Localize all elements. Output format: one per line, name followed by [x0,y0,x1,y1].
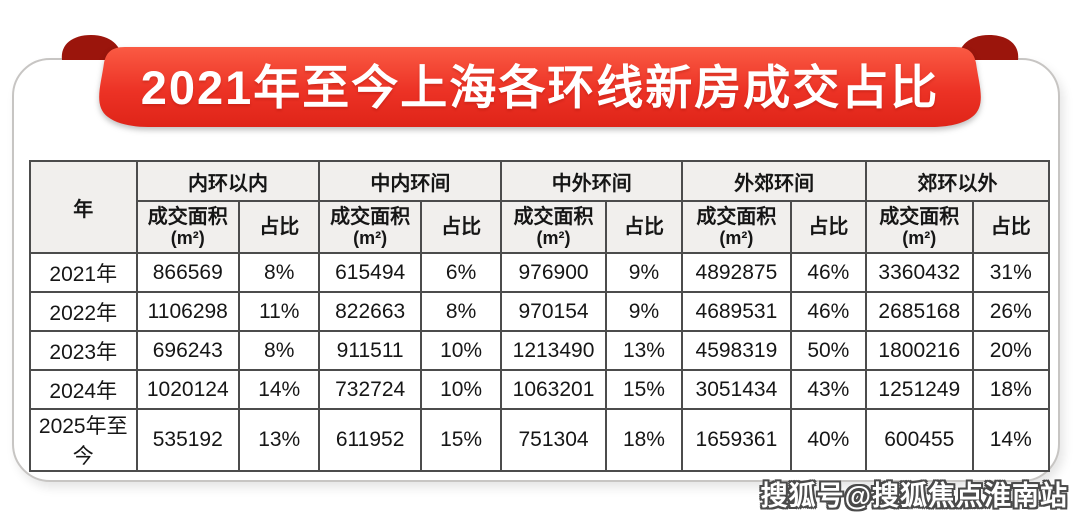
area-unit-label: (m²) [902,228,937,249]
table-cell: 15% [419,408,503,472]
table-cell: 1106298 [135,291,241,332]
table-cell: 40% [789,408,868,472]
table-cell: 1213490 [500,330,607,371]
year-cell: 2021年 [29,252,138,293]
page-title: 2021年至今上海各环线新房成交占比 [140,61,940,114]
table-cell: 866569 [135,252,241,293]
table-cell: 8% [238,252,321,293]
ratio-subheader: 占比 [971,200,1051,254]
table-cell: 43% [789,369,868,410]
area-subheader: 成交面积 (m²) [135,200,241,254]
table-cell: 615494 [318,252,422,293]
area-unit-label: (m²) [719,228,754,249]
area-subheader: 成交面积 (m²) [681,200,792,254]
table-cell: 3360432 [865,252,974,293]
table-cell: 1020124 [135,369,241,410]
table-cell: 3051434 [681,369,792,410]
area-unit-label: (m²) [170,228,205,249]
table-cell: 50% [789,330,868,371]
table-cell: 8% [419,291,503,332]
table-cell: 696243 [135,330,241,371]
table-cell: 6% [419,252,503,293]
highlighted-ratio-cell: 9% [604,291,684,332]
ribbon-band [99,47,981,127]
area-unit-label: (m²) [353,228,388,249]
group-header-beyond-suburban-ring: 郊环以外 [865,160,1050,202]
area-subheader: 成交面积 (m²) [318,200,422,254]
year-cell: 2023年 [29,330,138,371]
table-cell: 10% [419,369,503,410]
ribbon-graphic [61,35,1019,127]
table-cell: 970154 [500,291,607,332]
table-row-2023: 2023年 696243 8% 911511 10% 1213490 13% 4… [29,330,1051,371]
table-row-2025: 2025年至今 535192 13% 611952 15% 751304 18%… [29,408,1051,472]
highlighted-ratio-cell: 9% [604,252,684,293]
area-subheader: 成交面积 (m²) [865,200,974,254]
area-subheader: 成交面积 (m²) [500,200,607,254]
table-cell: 600455 [865,408,974,472]
year-cell: 2024年 [29,369,138,410]
table-subheader-row: 成交面积 (m²) 占比 成交面积 (m²) 占比 成交面积 (m²) 占比 成交面积… [30,200,1051,254]
table-cell: 751304 [500,408,607,472]
group-header-middle-inner-ring: 中内环间 [318,160,503,202]
table-cell: 1800216 [865,330,974,371]
table-row-2021: 2021年 866569 8% 615494 6% 976900 9% 4892… [29,252,1051,293]
table-cell: 11% [238,291,321,332]
table-cell: 14% [238,369,321,410]
year-cell: 2025年至今 [29,408,138,472]
table-cell: 2685168 [865,291,974,332]
table-cell: 46% [789,291,868,332]
ratio-subheader: 占比 [419,200,503,254]
table-header-group-row: 年 内环以内 中内环间 中外环间 外郊环间 郊环以外 [29,160,1050,254]
group-header-inner-ring: 内环以内 [135,160,321,202]
table-row-2022: 2022年 1106298 11% 822663 8% 970154 9% 46… [29,291,1051,332]
table-cell: 14% [971,408,1051,472]
table-cell: 4598319 [681,330,792,371]
table-cell: 4892875 [681,252,792,293]
table-cell: 911511 [318,330,422,371]
year-cell: 2022年 [29,291,138,332]
table-cell: 1063201 [500,369,607,410]
sohu-watermark: 搜狐号@搜狐焦点淮南站 [760,481,1068,511]
highlighted-ratio-cell: 18% [604,408,684,472]
table-cell: 822663 [318,291,422,332]
ratio-subheader: 占比 [789,200,868,254]
table-cell: 13% [238,408,321,472]
table-cell: 535192 [135,408,241,472]
table-cell: 10% [419,330,503,371]
year-column-header: 年 [29,160,138,254]
ratio-subheader: 占比 [604,200,684,254]
table-cell: 26% [971,291,1051,332]
table-row-2024: 2024年 1020124 14% 732724 10% 1063201 15%… [29,369,1051,410]
title-ribbon: 2021年至今上海各环线新房成交占比 [0,0,1080,150]
highlighted-ratio-cell: 15% [604,369,684,410]
transactions-table: 年 内环以内 中内环间 中外环间 外郊环间 郊环以外 成交面积 (m²) 占比 成… [29,160,1051,472]
table-cell: 1659361 [681,408,792,472]
table-cell: 611952 [318,408,422,472]
table-cell: 31% [971,252,1051,293]
table-cell: 976900 [500,252,607,293]
table-cell: 4689531 [681,291,792,332]
ratio-subheader: 占比 [238,200,321,254]
table-cell: 20% [971,330,1051,371]
highlighted-ratio-cell: 13% [604,330,684,371]
area-unit-label: (m²) [536,228,571,249]
table-cell: 8% [238,330,321,371]
table-cell: 46% [789,252,868,293]
table-cell: 1251249 [865,369,974,410]
group-header-middle-outer-ring: 中外环间 [500,160,684,202]
group-header-outer-suburban-ring: 外郊环间 [681,160,868,202]
table-cell: 18% [971,369,1051,410]
table-cell: 732724 [318,369,422,410]
